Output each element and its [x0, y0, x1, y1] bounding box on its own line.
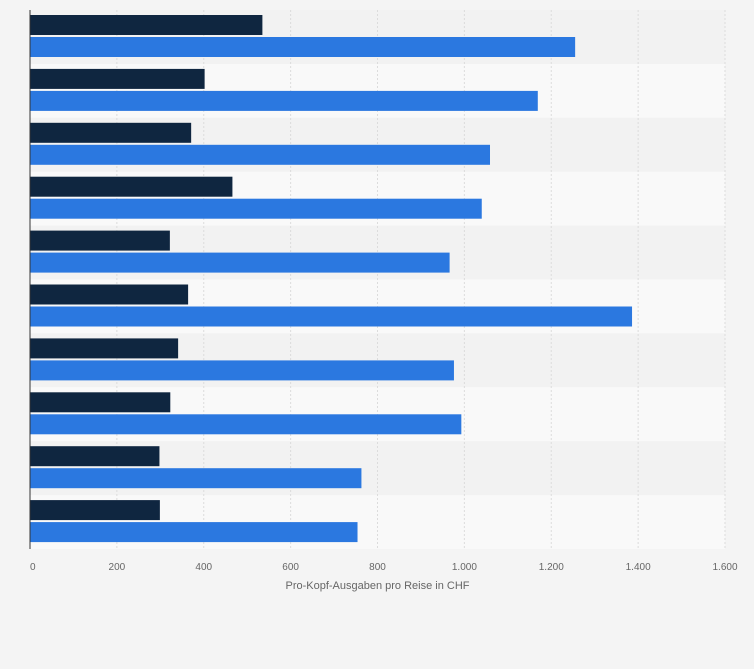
bar-blue [30, 522, 358, 543]
x-tick-label: 800 [369, 562, 386, 573]
x-tick-label: 1.400 [626, 562, 651, 573]
x-tick-label: 1.200 [539, 562, 564, 573]
x-axis-title: Pro-Kopf-Ausgaben pro Reise in CHF [285, 580, 469, 592]
bar-blue [30, 306, 633, 327]
bar-blue [30, 37, 576, 57]
bar-blue [30, 90, 538, 111]
bar-blue [30, 468, 362, 489]
x-tick-labels: 0 200 400 600 800 1.000 1.200 1.400 1.600 [30, 562, 738, 573]
x-tick-label: 1.600 [712, 562, 737, 573]
bar-dark [30, 176, 233, 197]
x-tick-label: 0 [30, 562, 36, 573]
bar-dark [30, 122, 192, 143]
bars [30, 15, 633, 543]
bar-dark [30, 15, 263, 35]
bar-blue [30, 144, 491, 165]
x-tick-label: 200 [109, 562, 126, 573]
bar-dark [30, 392, 171, 413]
bar-dark [30, 230, 170, 251]
bar-blue [30, 414, 462, 435]
bar-dark [30, 446, 160, 467]
x-tick-label: 400 [195, 562, 212, 573]
x-tick-label: 1.000 [452, 562, 477, 573]
bar-blue [30, 360, 454, 381]
bar-blue [30, 198, 482, 219]
bar-dark [30, 500, 160, 521]
bar-blue [30, 252, 450, 273]
x-tick-label: 600 [282, 562, 299, 573]
bar-dark [30, 338, 179, 359]
bar-dark [30, 68, 205, 89]
bar-dark [30, 284, 189, 305]
